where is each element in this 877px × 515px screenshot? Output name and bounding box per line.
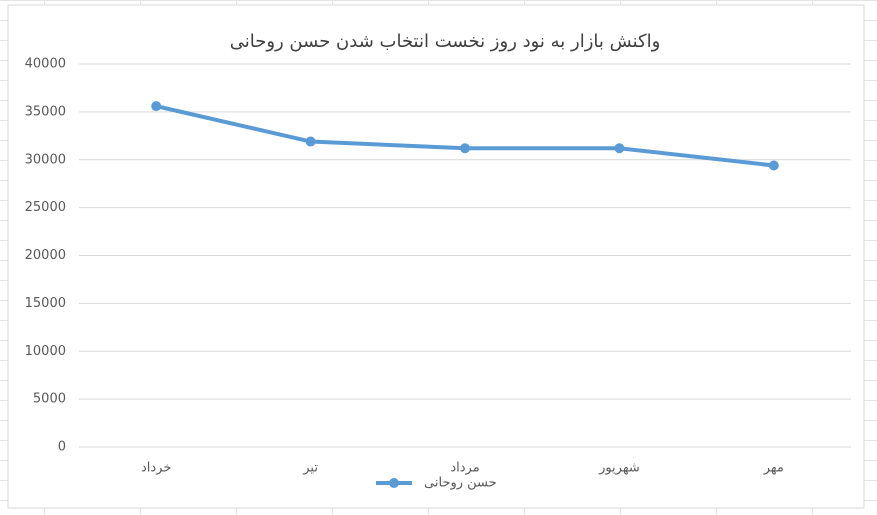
point-marker [305,136,316,147]
y-tick-label: 15000 [25,296,66,311]
legend-marker [389,478,399,488]
y-tick-label: 35000 [25,104,66,119]
y-tick-label: 10000 [25,344,66,359]
point-marker [460,143,470,154]
x-tick-label: شهریور [598,461,640,476]
y-tick-label: 5000 [33,392,66,407]
legend-label: حسن روحانی [424,476,497,491]
y-tick-label: 0 [58,440,66,455]
point-marker [768,160,779,171]
y-tick-label: 20000 [25,248,66,263]
x-tick-label: مرداد [450,461,479,476]
chart-area [7,4,865,509]
x-tick-label: مهر [763,461,784,476]
point-marker [614,143,625,154]
y-tick-label: 40000 [25,57,66,72]
chart-title: واکنش بازار به نود روز نخست انتخاب شدن ح… [230,31,661,52]
x-tick-label: خرداد [141,461,171,476]
y-tick-label: 30000 [25,152,66,167]
point-marker [151,101,162,112]
y-tick-label: 25000 [25,200,66,215]
x-tick-label: تیر [302,461,318,476]
